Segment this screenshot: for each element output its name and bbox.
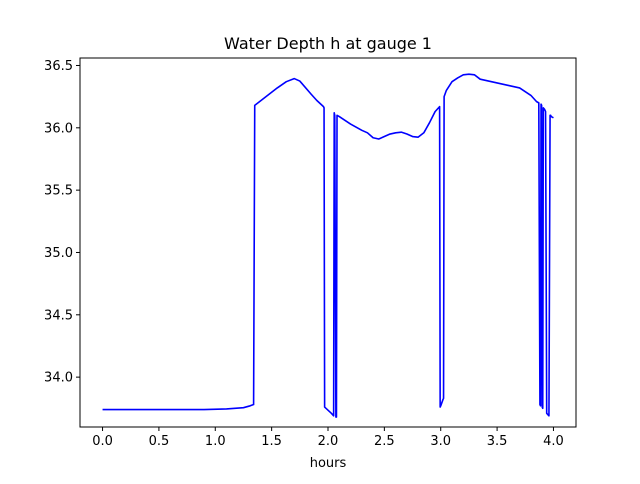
y-tick-label: 36.5 <box>44 59 73 74</box>
x-tick-label: 2.5 <box>374 434 395 449</box>
x-tick-label: 1.5 <box>261 434 282 449</box>
axis-ticks: 0.0 0.5 1.0 1.5 2.0 2.5 3.0 3.5 4.0 34.0 34.5 35.0 3… <box>44 59 564 449</box>
y-tick-label: 36.0 <box>44 121 73 136</box>
x-tick-label: 0.0 <box>92 434 113 449</box>
x-tick-label: 1.0 <box>205 434 226 449</box>
axes-frame <box>79 57 577 428</box>
y-tick-label: 34.0 <box>44 371 73 386</box>
chart-title: Water Depth h at gauge 1 <box>224 34 432 53</box>
x-tick-label: 2.0 <box>318 434 339 449</box>
y-tick-label: 34.5 <box>44 308 73 323</box>
x-tick-label: 3.5 <box>487 434 508 449</box>
y-tick-label: 35.5 <box>44 184 73 199</box>
x-tick-label: 3.0 <box>430 434 451 449</box>
x-tick-label: 4.0 <box>543 434 564 449</box>
plot-area <box>102 73 554 418</box>
x-tick-label: 0.5 <box>149 434 170 449</box>
series-line-0 <box>102 73 554 418</box>
x-axis-title: hours <box>310 456 347 471</box>
y-tick-label: 35.0 <box>44 246 73 261</box>
